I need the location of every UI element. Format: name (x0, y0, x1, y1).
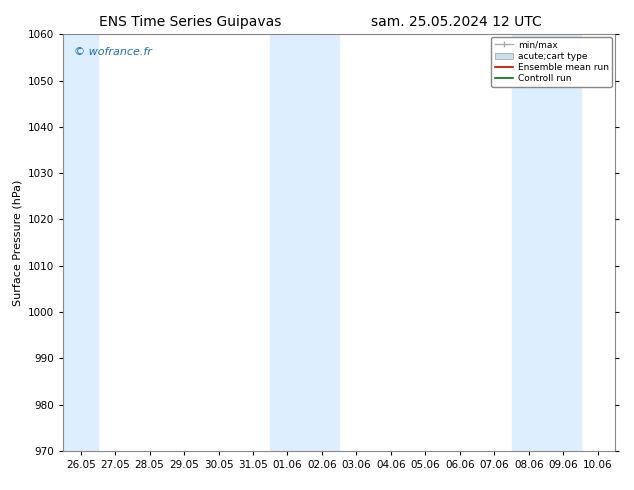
Legend: min/max, acute;cart type, Ensemble mean run, Controll run: min/max, acute;cart type, Ensemble mean … (491, 37, 612, 87)
Bar (512, 34, 581, 451)
Bar (270, 34, 339, 451)
Text: ENS Time Series Guipavas: ENS Time Series Guipavas (99, 15, 281, 29)
Y-axis label: Surface Pressure (hPa): Surface Pressure (hPa) (13, 179, 23, 306)
Bar (63, 34, 98, 451)
Text: © wofrance.fr: © wofrance.fr (74, 47, 152, 57)
Text: sam. 25.05.2024 12 UTC: sam. 25.05.2024 12 UTC (371, 15, 542, 29)
